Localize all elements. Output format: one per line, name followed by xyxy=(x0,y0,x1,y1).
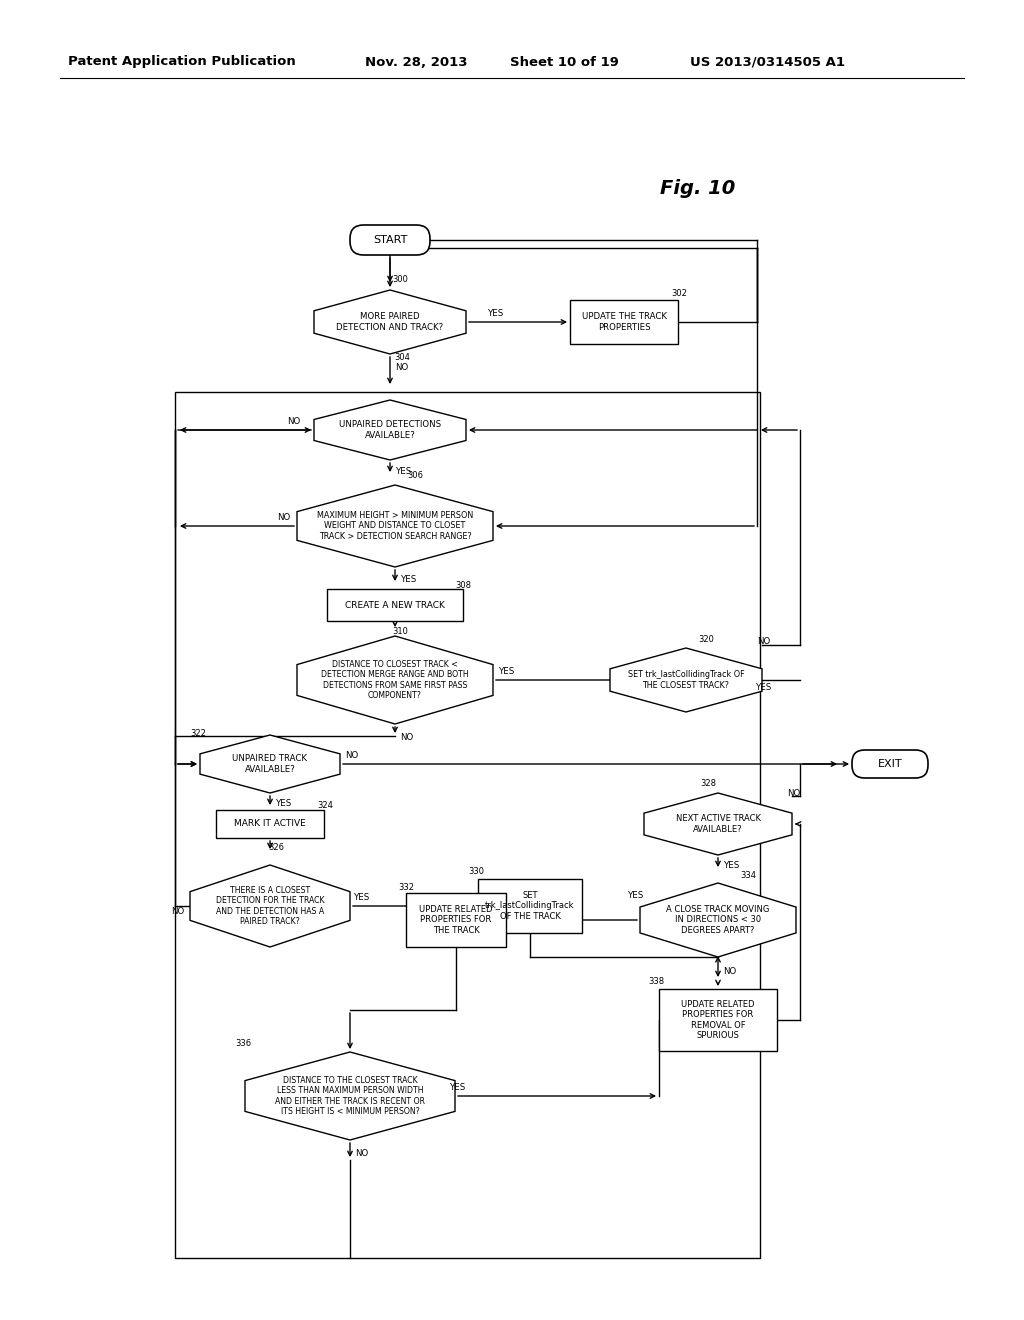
Text: MAXIMUM HEIGHT > MINIMUM PERSON
WEIGHT AND DISTANCE TO CLOSET
TRACK > DETECTION : MAXIMUM HEIGHT > MINIMUM PERSON WEIGHT A… xyxy=(316,511,473,541)
Text: NO: NO xyxy=(758,638,771,647)
Text: UNPAIRED TRACK
AVAILABLE?: UNPAIRED TRACK AVAILABLE? xyxy=(232,754,307,774)
Text: 328: 328 xyxy=(700,780,716,788)
Text: YES: YES xyxy=(756,684,772,693)
Text: NO: NO xyxy=(171,907,184,916)
Text: NO: NO xyxy=(355,1148,369,1158)
Text: 306: 306 xyxy=(407,471,423,480)
Text: 302: 302 xyxy=(671,289,687,298)
Text: START: START xyxy=(373,235,408,246)
Text: CREATE A NEW TRACK: CREATE A NEW TRACK xyxy=(345,601,445,610)
Text: DISTANCE TO CLOSEST TRACK <
DETECTION MERGE RANGE AND BOTH
DETECTIONS FROM SAME : DISTANCE TO CLOSEST TRACK < DETECTION ME… xyxy=(322,660,469,700)
Polygon shape xyxy=(314,400,466,459)
FancyBboxPatch shape xyxy=(406,894,506,946)
Text: DISTANCE TO THE CLOSEST TRACK
LESS THAN MAXIMUM PERSON WIDTH
AND EITHER THE TRAC: DISTANCE TO THE CLOSEST TRACK LESS THAN … xyxy=(275,1076,425,1117)
Text: YES: YES xyxy=(400,576,417,585)
Text: NO: NO xyxy=(787,789,801,799)
FancyBboxPatch shape xyxy=(350,224,430,255)
Text: 334: 334 xyxy=(740,871,756,880)
Text: A CLOSE TRACK MOVING
IN DIRECTIONS < 30
DEGREES APART?: A CLOSE TRACK MOVING IN DIRECTIONS < 30 … xyxy=(667,906,770,935)
FancyBboxPatch shape xyxy=(659,989,777,1051)
FancyBboxPatch shape xyxy=(216,810,324,838)
Text: YES: YES xyxy=(275,800,292,808)
Text: 338: 338 xyxy=(648,978,664,986)
FancyBboxPatch shape xyxy=(570,300,678,345)
Text: UNPAIRED DETECTIONS
AVAILABLE?: UNPAIRED DETECTIONS AVAILABLE? xyxy=(339,420,441,440)
FancyBboxPatch shape xyxy=(852,750,928,777)
FancyBboxPatch shape xyxy=(478,879,582,933)
Polygon shape xyxy=(190,865,350,946)
Text: YES: YES xyxy=(487,309,504,318)
Text: US 2013/0314505 A1: US 2013/0314505 A1 xyxy=(690,55,845,69)
Text: NO: NO xyxy=(276,513,290,523)
Text: Nov. 28, 2013: Nov. 28, 2013 xyxy=(365,55,468,69)
Text: UPDATE RELATED
PROPERTIES FOR
REMOVAL OF
SPURIOUS: UPDATE RELATED PROPERTIES FOR REMOVAL OF… xyxy=(681,1001,755,1040)
Text: 322: 322 xyxy=(190,730,206,738)
Text: 320: 320 xyxy=(698,635,714,644)
Text: 326: 326 xyxy=(268,843,284,853)
Text: THERE IS A CLOSEST
DETECTION FOR THE TRACK
AND THE DETECTION HAS A
PAIRED TRACK?: THERE IS A CLOSEST DETECTION FOR THE TRA… xyxy=(216,886,325,927)
Text: 310: 310 xyxy=(392,627,408,635)
Text: NO: NO xyxy=(400,733,414,742)
Text: Sheet 10 of 19: Sheet 10 of 19 xyxy=(510,55,618,69)
Text: 304: 304 xyxy=(394,354,410,363)
Text: EXIT: EXIT xyxy=(878,759,902,770)
Text: NEXT ACTIVE TRACK
AVAILABLE?: NEXT ACTIVE TRACK AVAILABLE? xyxy=(676,814,761,834)
Text: NO: NO xyxy=(395,363,409,372)
Polygon shape xyxy=(245,1052,455,1140)
Text: YES: YES xyxy=(396,467,412,477)
Text: 308: 308 xyxy=(455,581,471,590)
Polygon shape xyxy=(200,735,340,793)
Text: 332: 332 xyxy=(398,883,414,892)
Text: YES: YES xyxy=(724,862,740,870)
Text: UPDATE RELATED
PROPERTIES FOR
THE TRACK: UPDATE RELATED PROPERTIES FOR THE TRACK xyxy=(419,906,493,935)
Polygon shape xyxy=(314,290,466,354)
Text: NO: NO xyxy=(287,417,300,426)
Text: 324: 324 xyxy=(317,801,333,810)
Text: YES: YES xyxy=(499,668,515,676)
Polygon shape xyxy=(610,648,762,711)
Text: SET trk_lastCollidingTrack OF
THE CLOSEST TRACK?: SET trk_lastCollidingTrack OF THE CLOSES… xyxy=(628,671,744,689)
Polygon shape xyxy=(297,484,493,568)
Text: 300: 300 xyxy=(392,276,408,285)
Text: NO: NO xyxy=(723,968,736,977)
Text: SET
trk_lastCollidingTrack
OF THE TRACK: SET trk_lastCollidingTrack OF THE TRACK xyxy=(485,891,574,921)
Text: MORE PAIRED
DETECTION AND TRACK?: MORE PAIRED DETECTION AND TRACK? xyxy=(337,313,443,331)
Text: Patent Application Publication: Patent Application Publication xyxy=(68,55,296,69)
FancyBboxPatch shape xyxy=(327,589,463,620)
Text: 336: 336 xyxy=(234,1040,251,1048)
Polygon shape xyxy=(297,636,493,723)
Text: YES: YES xyxy=(354,894,370,903)
Text: YES: YES xyxy=(628,891,644,899)
Text: YES: YES xyxy=(450,1084,466,1093)
Text: MARK IT ACTIVE: MARK IT ACTIVE xyxy=(234,820,306,829)
Polygon shape xyxy=(640,883,796,957)
Text: Fig. 10: Fig. 10 xyxy=(660,178,735,198)
Polygon shape xyxy=(644,793,792,855)
Text: UPDATE THE TRACK
PROPERTIES: UPDATE THE TRACK PROPERTIES xyxy=(582,313,667,331)
Text: NO: NO xyxy=(345,751,358,760)
Text: 330: 330 xyxy=(468,867,484,876)
